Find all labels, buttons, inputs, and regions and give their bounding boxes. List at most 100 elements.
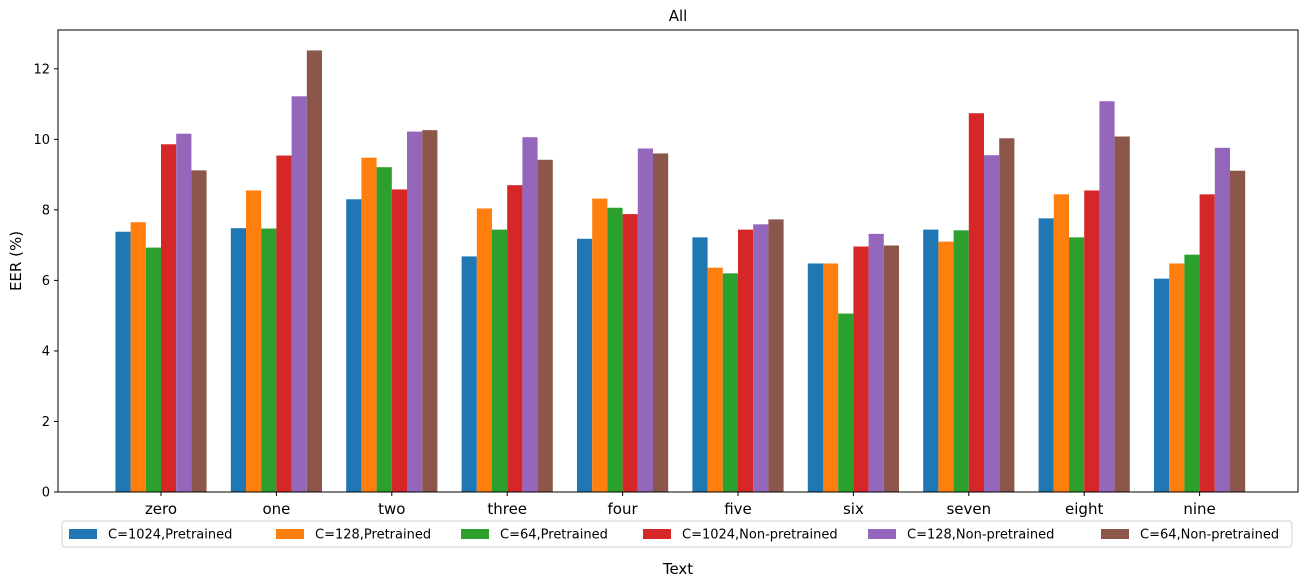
x-axis-title: Text [662, 560, 693, 578]
bar-three-series-2 [476, 208, 492, 492]
bar-six-series-2 [823, 263, 839, 492]
legend-swatch-6 [1101, 529, 1129, 539]
x-tick-label-nine: nine [1183, 500, 1215, 518]
bar-five-series-5 [753, 224, 769, 492]
y-tick-label: 12 [33, 62, 50, 77]
bar-two-series-6 [422, 130, 438, 492]
bar-two-series-1 [346, 199, 362, 492]
bar-three-series-4 [507, 185, 523, 492]
bar-one-series-5 [291, 96, 307, 493]
y-axis-title: EER (%) [7, 231, 25, 291]
bar-one-series-3 [261, 228, 277, 493]
bar-six-series-4 [853, 246, 869, 492]
y-tick-label: 8 [42, 203, 50, 218]
bar-nine-series-5 [1214, 147, 1230, 493]
chart-title: All [669, 7, 688, 25]
bar-six-series-6 [883, 245, 899, 492]
legend-swatch-1 [69, 529, 97, 539]
bar-nine-series-2 [1169, 263, 1185, 492]
bar-seven-series-2 [938, 241, 954, 492]
y-tick-label: 6 [42, 274, 50, 289]
bar-zero-series-2 [130, 222, 146, 492]
legend-swatch-2 [276, 529, 304, 539]
bar-five-series-1 [692, 237, 708, 492]
bar-three-series-1 [461, 256, 477, 492]
bar-seven-series-6 [999, 138, 1015, 492]
bar-three-series-5 [522, 137, 538, 492]
x-tick-label-seven: seven [946, 500, 991, 518]
x-tick-label-eight: eight [1065, 500, 1103, 518]
bar-four-series-2 [592, 198, 608, 492]
x-tick-label-three: three [487, 500, 527, 518]
bar-eight-series-1 [1038, 218, 1054, 492]
bar-six-series-5 [868, 233, 884, 492]
legend-swatch-3 [461, 529, 489, 539]
bar-five-series-3 [722, 273, 738, 492]
bar-four-series-4 [622, 214, 638, 492]
x-tick-label-four: four [608, 500, 639, 518]
y-tick-label: 4 [42, 344, 50, 359]
legend-label-1: C=1024,Pretrained [108, 528, 232, 543]
x-tick-label-one: one [262, 500, 290, 518]
bar-two-series-2 [361, 157, 377, 493]
bar-four-series-5 [637, 148, 653, 492]
bar-eight-series-5 [1099, 101, 1115, 493]
legend-label-4: C=1024,Non-pretrained [682, 528, 838, 543]
y-axis: 0 2 4 6 8 10 12 [33, 62, 58, 501]
bar-seven-series-5 [984, 155, 1000, 492]
y-tick-label: 2 [42, 415, 50, 430]
bar-one-series-4 [276, 155, 292, 493]
bar-one-series-6 [306, 50, 322, 492]
bar-one-series-2 [246, 190, 262, 492]
legend-swatch-4 [643, 529, 671, 539]
plot-frame [57, 29, 1299, 493]
bar-zero-series-6 [191, 170, 207, 493]
bar-three-series-6 [537, 159, 553, 492]
legend-label-3: C=64,Pretrained [500, 528, 608, 543]
legend: C=1024,Pretrained C=128,Pretrained C=64,Pr… [61, 520, 1293, 548]
bar-eight-series-3 [1069, 237, 1085, 492]
bar-seven-series-1 [923, 229, 939, 493]
bar-zero-series-5 [176, 133, 192, 492]
bar-eight-series-4 [1084, 190, 1100, 492]
legend-label-2: C=128,Pretrained [315, 528, 431, 543]
bar-seven-series-4 [968, 113, 984, 492]
bar-eight-series-6 [1114, 136, 1130, 492]
bar-four-series-3 [607, 207, 623, 492]
legend-label-5: C=128,Non-pretrained [907, 528, 1054, 543]
bar-three-series-3 [492, 229, 508, 493]
bar-five-series-6 [768, 219, 784, 492]
x-tick-label-five: five [724, 500, 752, 518]
bar-one-series-1 [230, 228, 246, 492]
bar-five-series-2 [707, 267, 723, 492]
x-tick-label-two: two [378, 500, 405, 518]
x-tick-label-six: six [843, 500, 864, 518]
y-tick-label: 0 [42, 486, 50, 501]
bar-two-series-5 [407, 131, 423, 492]
bar-two-series-3 [376, 167, 392, 492]
x-tick-label-zero: zero [145, 500, 177, 518]
x-axis: zero one two three four five six seven eight nine [145, 492, 1216, 518]
y-tick-label: 10 [33, 133, 50, 148]
bar-four-series-6 [653, 153, 669, 492]
bar-nine-series-6 [1230, 170, 1246, 492]
bar-two-series-4 [391, 189, 407, 492]
bar-eight-series-2 [1053, 194, 1069, 492]
legend-swatch-5 [868, 529, 896, 539]
bar-nine-series-4 [1199, 194, 1215, 492]
legend-label-6: C=64,Non-pretrained [1140, 528, 1279, 543]
bar-six-series-1 [807, 263, 823, 492]
bar-zero-series-4 [161, 144, 177, 492]
bar-nine-series-3 [1184, 254, 1200, 492]
bar-five-series-4 [738, 229, 754, 493]
bar-six-series-3 [838, 313, 854, 492]
bar-nine-series-1 [1154, 278, 1170, 492]
bar-four-series-1 [577, 238, 593, 492]
legend-frame [61, 520, 1293, 548]
bars-layer [115, 50, 1246, 493]
bar-zero-series-3 [145, 247, 161, 492]
bar-zero-series-1 [115, 231, 131, 493]
bar-seven-series-3 [953, 230, 969, 492]
